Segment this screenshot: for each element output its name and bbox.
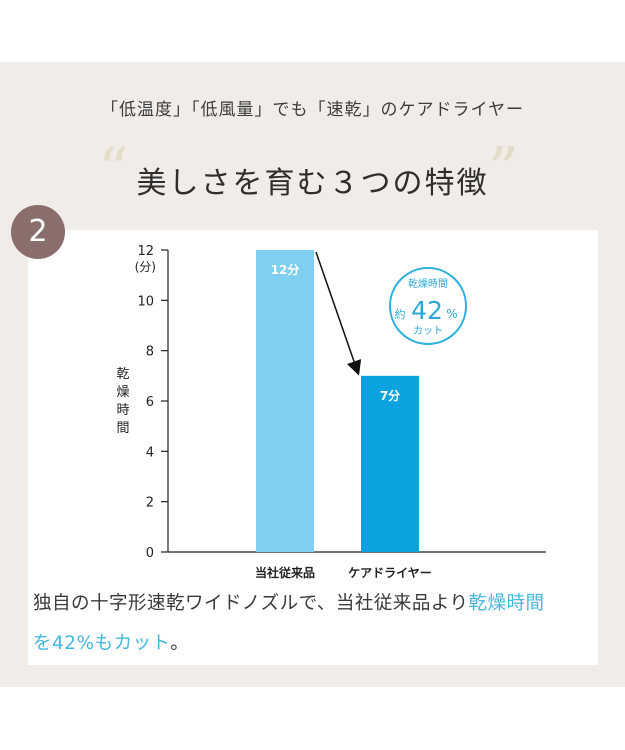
bars: 12分 7分 [256,250,419,552]
x-category-label: 当社従来品 [255,565,315,580]
bar-value-label: 7分 [380,388,400,403]
y-axis-label-char: 燥 [116,385,129,400]
chart: 0 2 4 6 8 10 12(分) 12分 7分 当社従来品 ケアドライヤー 乾燥時間 乾燥時… [116,244,546,580]
bar-value-label: 12分 [271,262,300,277]
close-quote-mark: ” [488,135,519,205]
description-highlight-2: を42% [33,633,95,654]
open-quote-mark: “ [98,135,129,205]
reduction-badge: 乾燥時間 約 42 % カット [389,267,467,345]
y-axis-label-char: 間 [116,421,129,436]
description-text-2: もカット [94,633,171,654]
bar [361,375,419,552]
y-tick-label: 0 [146,546,154,561]
y-tick-label: 6 [146,395,154,410]
decrease-arrow [315,251,362,376]
description-period: 。 [170,633,190,654]
feature-number-badge: 2 [11,205,65,259]
page-title: 美しさを育む３つの特徴 [136,166,489,201]
y-tick-label: 4 [146,445,154,460]
reduction-badge-line3: カット [413,325,443,337]
reduction-badge-line1: 乾燥時間 [408,277,448,290]
y-axis: 0 2 4 6 8 10 12(分) [135,244,546,561]
y-tick-label: 2 [146,496,154,511]
y-tick-label: 8 [146,345,154,360]
subtitle: 「低温度」「低風量」でも「速乾」のケアドライヤー [101,100,524,120]
feature-description: 独自の十字形速乾ワイドノズルで、当社従来品より乾燥時間を42%もカット。 [33,584,603,664]
bar [256,250,314,552]
y-tick-label: 12 [137,244,154,259]
y-axis-label-char: 乾 [116,367,129,382]
x-category-label: ケアドライヤー [348,566,432,580]
description-highlight-1: 乾燥時間 [468,593,545,614]
y-unit-label: (分) [135,260,156,274]
y-tick-label: 10 [137,294,154,309]
chart-card: 0 2 4 6 8 10 12 (分) 12分 7分 当社従来品 ケアドライヤー 乾燥時間 乾燥時… [28,230,598,665]
y-axis-label: 乾燥時間 [116,367,129,436]
reduction-badge-prefix: 約 [395,307,406,321]
description-text-1: 独自の十字形速乾ワイドノズルで、当社従来品より [33,593,469,614]
reduction-badge-value: 42 [411,296,443,325]
x-axis-labels: 当社従来品 ケアドライヤー [255,565,432,580]
reduction-badge-unit: % [446,307,457,321]
y-axis-label-char: 時 [116,403,129,418]
